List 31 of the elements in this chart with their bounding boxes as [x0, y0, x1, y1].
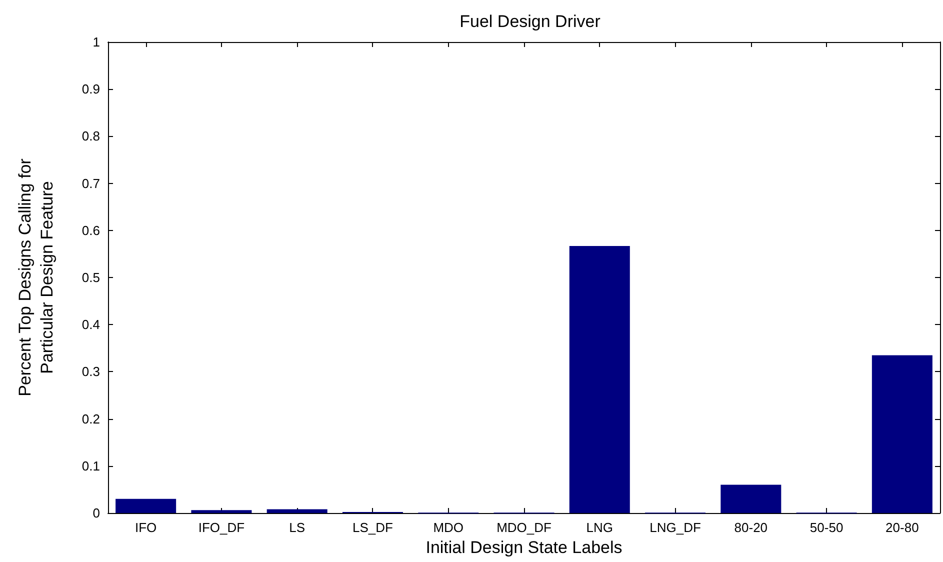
chart-title: Fuel Design Driver [460, 12, 601, 31]
bar [266, 509, 328, 513]
y-tick-label: 0.7 [82, 176, 100, 191]
y-tick-label: 0.3 [82, 364, 100, 380]
y-tick-label: 0.4 [82, 317, 100, 332]
bar [116, 498, 176, 513]
y-tick-label: 0.1 [82, 458, 100, 474]
x-tick-label: 80-20 [734, 520, 768, 535]
x-tick-label: 20-80 [886, 520, 919, 535]
bar [569, 246, 630, 513]
y-tick-label: 0.2 [82, 411, 100, 426]
y-tick-label: 0.9 [82, 82, 100, 97]
x-tick-label: MDO [433, 520, 464, 535]
x-tick-label: LS [289, 520, 306, 535]
x-tick-label: LNG [586, 520, 614, 535]
y-tick-label: 1 [92, 34, 100, 50]
x-tick-label: IFO_DF [198, 520, 245, 535]
bar [720, 484, 782, 513]
x-tick-label: LS_DF [352, 520, 394, 535]
x-tick-label: 50-50 [810, 520, 844, 535]
y-tick-label: 0.8 [82, 128, 100, 144]
y-axis-title: Percent Top Designs Calling for Particular Design Feature [16, 158, 56, 396]
y-tick-label: 0.5 [82, 270, 100, 285]
y-tick-label: 0 [92, 506, 100, 520]
x-tick-label: MDO_DF [496, 520, 552, 535]
x-axis-title: Initial Design State Labels [426, 538, 622, 557]
bar [872, 355, 932, 513]
y-tick-label: 0.6 [82, 222, 100, 238]
bar [191, 510, 252, 513]
x-tick-label: LNG_DF [650, 520, 701, 535]
x-tick-label: IFO [134, 520, 157, 535]
